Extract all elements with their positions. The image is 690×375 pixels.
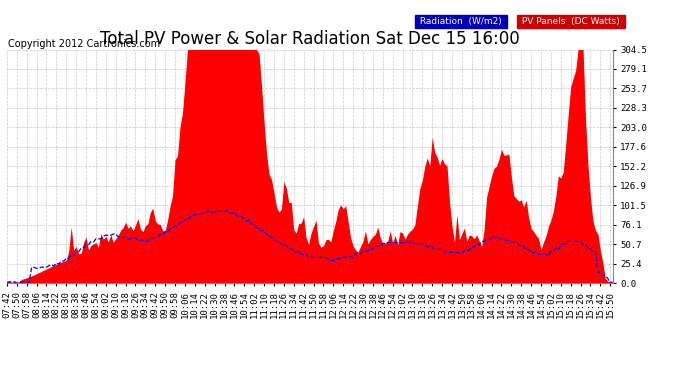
Title: Total PV Power & Solar Radiation Sat Dec 15 16:00: Total PV Power & Solar Radiation Sat Dec…: [100, 30, 520, 48]
Text: Copyright 2012 Cartronics.com: Copyright 2012 Cartronics.com: [8, 39, 160, 50]
Text: Radiation  (W/m2): Radiation (W/m2): [417, 17, 505, 26]
Text: PV Panels  (DC Watts): PV Panels (DC Watts): [519, 17, 622, 26]
